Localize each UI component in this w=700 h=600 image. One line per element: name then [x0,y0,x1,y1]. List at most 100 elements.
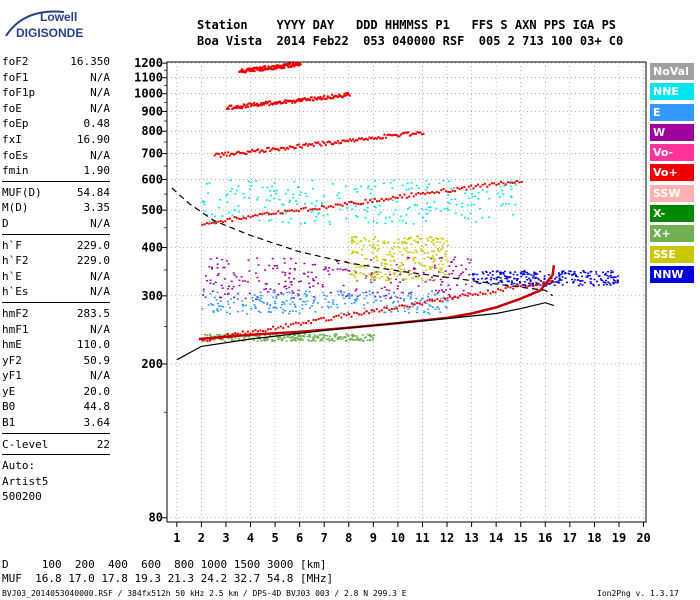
echo-point-e [222,306,225,308]
echo-point-e [388,292,391,295]
echo-trace-point [290,209,293,212]
echo-point-x [294,339,297,342]
echo-point-nnw [485,271,488,274]
echo-trace-point [464,294,467,297]
echo-trace-point [442,188,445,191]
echo-trace-point [227,107,230,110]
echo-point-sse [392,255,395,258]
echo-point-nnw [507,280,510,283]
echo-trace-point [363,312,366,315]
echo-point-nne [473,203,476,206]
echo-point-e [308,291,311,293]
echo-point-nnw [604,282,607,284]
echo-point-nne [292,196,295,199]
echo-point-sse [444,273,447,276]
echo-point-w [321,284,324,286]
echo-point-x [302,339,305,341]
echo-point-sse [430,266,433,268]
echo-point-x [264,340,267,342]
echo-point-nnw [595,280,598,283]
echo-point-w [347,269,350,272]
echo-point-sse [359,265,362,268]
echo-trace-point [287,147,290,150]
echo-trace-point [332,206,335,209]
echo-point-nne [382,182,385,185]
echo-point-sse [445,240,448,242]
echo-point-e [353,302,356,304]
echo-point-w [389,281,392,284]
echo-point-nnw [586,276,589,278]
echo-point-nne [376,222,379,224]
echo-trace-point [461,293,464,296]
param-row-hme: hmE 110.0 [2,337,110,353]
echo-point-sse [389,260,392,262]
echo-point-w [328,273,331,276]
echo-point-w [452,270,455,272]
echo-point-w [365,275,368,277]
echo-point-nne [213,215,216,217]
echo-point-sse [420,245,423,247]
echo-point-e [236,310,239,313]
echo-trace-point [371,200,374,203]
echo-point-nne [392,213,395,216]
echo-point-x [303,333,306,335]
echo-point-nne [500,189,503,192]
echo-trace-point [263,103,266,106]
echo-point-w [342,284,345,287]
echo-trace-point [225,154,228,157]
echo-trace-point [248,68,251,71]
echo-trace-point [309,99,312,102]
echo-point-w [217,272,220,275]
param-value: 3.64 [83,416,111,430]
echo-point-nnw [497,276,500,278]
echo-point-e [237,292,240,295]
echo-point-w [228,285,231,287]
echo-point-sse [352,239,355,242]
echo-point-e [341,294,344,297]
echo-point-w [232,272,235,274]
echo-trace-point [365,310,368,313]
echo-trace-point [368,312,371,315]
echo-point-x [285,340,288,342]
echo-point-e [253,294,256,296]
echo-point-nnw [585,276,588,278]
echo-trace-point [518,181,521,184]
echo-point-nne [447,194,450,196]
echo-point-w [408,270,411,272]
dashed-model-curve [171,187,554,297]
echo-trace-point [342,95,345,98]
echo-point-x [347,335,350,338]
echo-trace-point [301,99,304,102]
echo-point-e [331,301,334,304]
echo-point-w [276,293,279,296]
echo-trace-point [261,149,264,152]
echo-point-nnw [561,284,564,286]
echo-point-e [327,307,330,309]
echo-trace-point [246,330,249,333]
echo-point-e [279,306,282,309]
echo-point-sse [432,242,435,244]
echo-point-nnw [558,274,561,276]
echo-point-nne [205,214,208,216]
echo-point-x [325,338,328,340]
echo-point-nne [453,187,456,189]
echo-point-w [371,291,374,294]
echo-point-e [383,295,386,297]
echo-trace-point [264,100,267,103]
echo-point-x [243,337,246,339]
echo-trace-point [348,200,351,203]
echo-point-nnw [535,282,538,284]
echo-trace-point [219,155,222,158]
echo-point-w [417,285,420,287]
echo-trace-point [438,191,441,194]
echo-trace-point [268,104,271,107]
echo-trace-point [488,183,491,186]
echo-trace-point [335,141,338,144]
echo-point-sse [436,241,439,243]
x-tick-label: 13 [464,531,478,545]
echo-trace-point [386,133,389,136]
echo-point-x [369,338,372,341]
echo-point-w [448,265,451,267]
echo-point-nne [267,211,270,214]
param-value: 110.0 [76,338,110,352]
